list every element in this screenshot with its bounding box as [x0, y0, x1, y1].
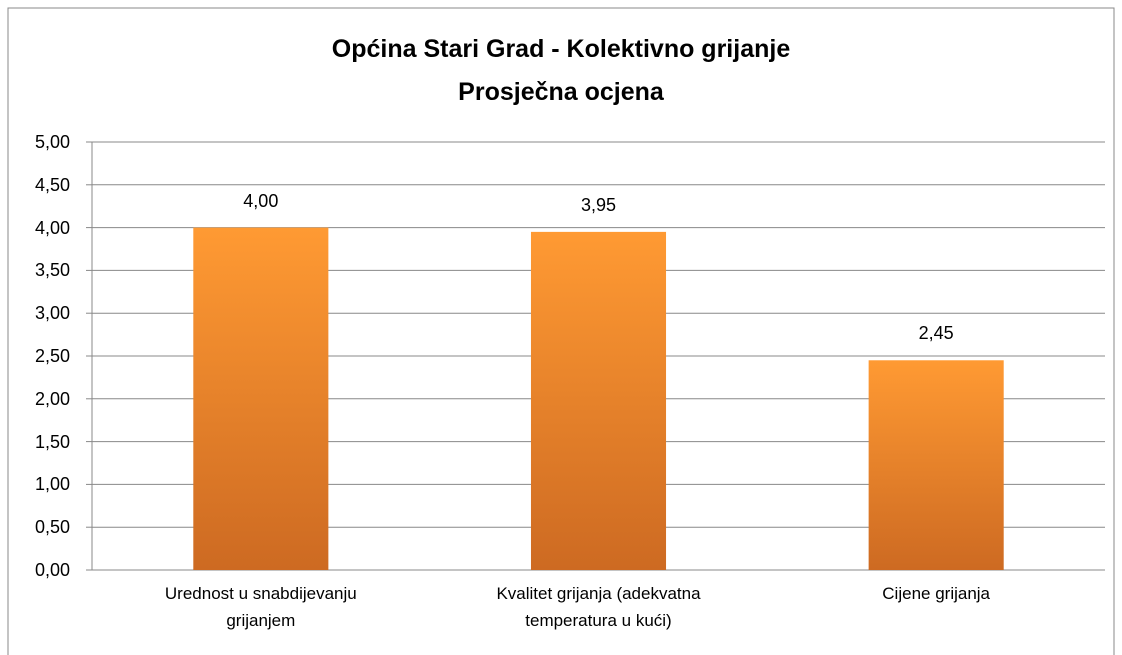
y-tick-label: 1,00: [34, 474, 70, 495]
data-label: 4,00: [243, 190, 279, 211]
bar: [868, 360, 1004, 570]
chart-title: Općina Stari Grad - Kolektivno grijanje …: [331, 35, 791, 106]
x-tick-label: Urednost u snabdijevanju grijanjem: [164, 584, 357, 630]
bar: [193, 227, 329, 570]
y-tick-label: 4,00: [34, 217, 70, 238]
y-tick-label: 0,00: [34, 560, 70, 580]
x-tick-label: Kvalitet grijanja (adekvatna temperatura…: [496, 584, 701, 630]
y-tick-label: 4,50: [34, 174, 70, 195]
y-tick-label: 2,00: [34, 388, 70, 409]
chart-border: [7, 7, 1115, 655]
data-label: 2,45: [918, 323, 954, 344]
x-tick-label: Cijene grijanja: [882, 584, 991, 603]
y-tick-label: 0,50: [34, 517, 70, 538]
y-tick-label: 3,00: [34, 303, 70, 324]
bar: [530, 231, 667, 570]
y-tick-label: 2,50: [34, 346, 70, 366]
y-tick-label: 1,50: [34, 431, 70, 452]
y-tick-label: 5,00: [34, 132, 70, 152]
data-label: 3,95: [580, 194, 617, 215]
y-tick-label: 3,50: [34, 260, 70, 281]
